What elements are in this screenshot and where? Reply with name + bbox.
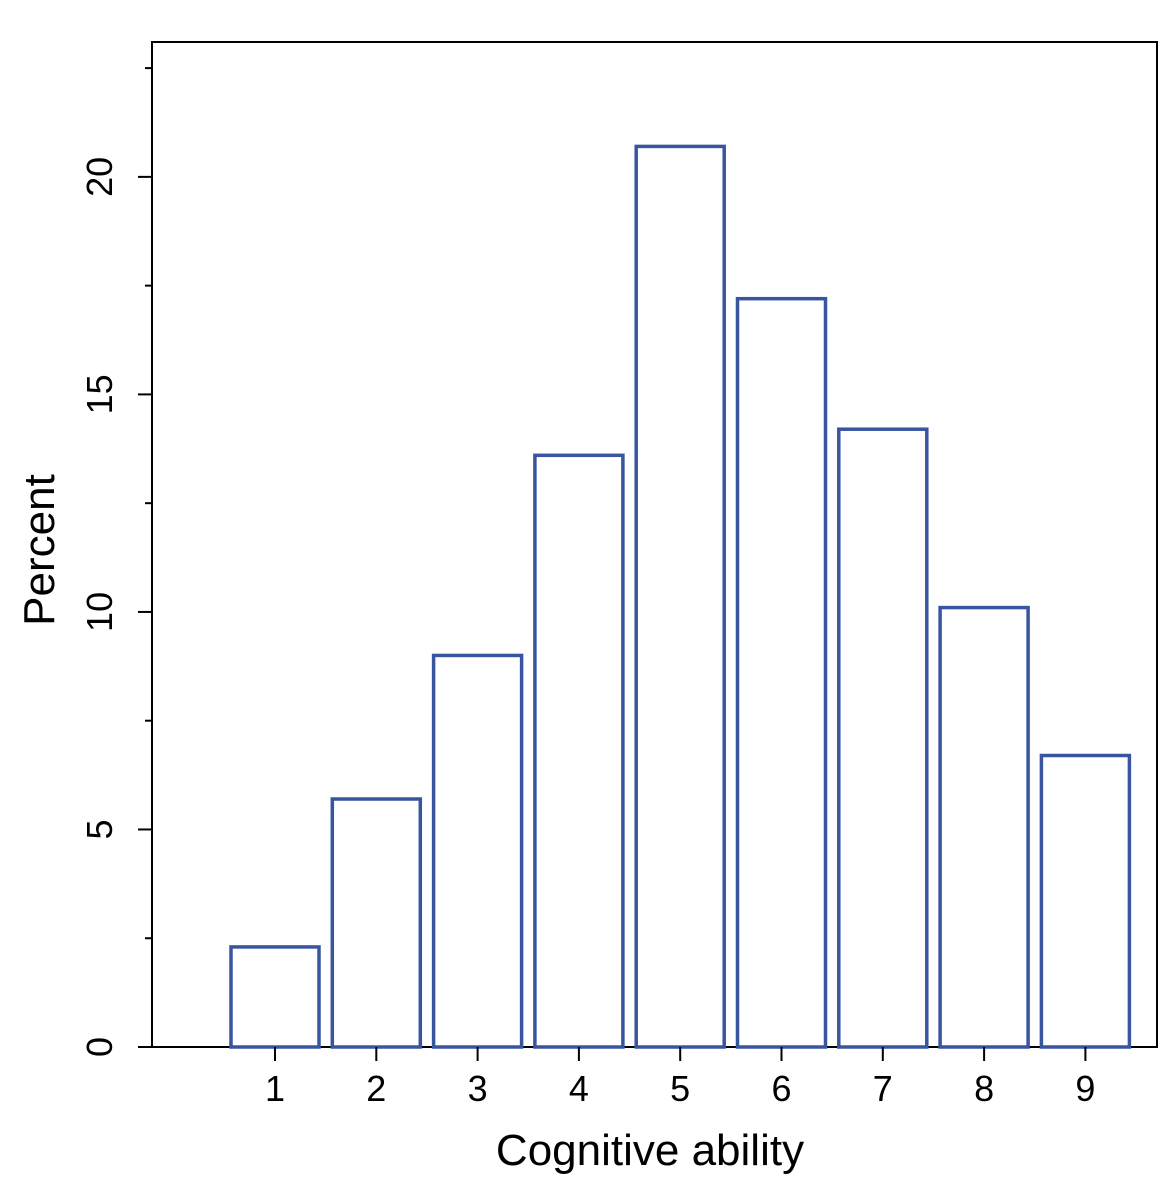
y-tick-label: 5 (79, 819, 120, 839)
y-tick-label: 0 (79, 1037, 120, 1057)
x-tick-label: 5 (670, 1068, 690, 1109)
bar-8 (938, 605, 1030, 1049)
bar-2 (330, 797, 423, 1049)
x-tick-label: 8 (974, 1068, 994, 1109)
y-axis: 0 5 10 15 20 (79, 67, 152, 1057)
x-tick-label: 2 (366, 1068, 386, 1109)
x-tick-label: 3 (468, 1068, 488, 1109)
x-tick-label: 1 (265, 1068, 285, 1109)
bar-7 (837, 427, 929, 1049)
bar-5 (634, 144, 726, 1049)
x-axis-title: Cognitive ability (496, 1126, 804, 1175)
y-tick-label: 20 (79, 157, 120, 197)
x-tick-label: 9 (1075, 1068, 1095, 1109)
x-tick-label: 6 (771, 1068, 791, 1109)
x-tick-label: 4 (569, 1068, 589, 1109)
bar-4 (533, 453, 625, 1049)
bar-6 (735, 296, 828, 1049)
bar-1 (229, 945, 321, 1049)
bars-group (229, 144, 1132, 1049)
x-axis: 1 2 3 4 5 6 7 8 9 (265, 1047, 1095, 1109)
y-axis-title: Percent (15, 474, 64, 626)
x-tick-label: 7 (873, 1068, 893, 1109)
bar-9 (1039, 753, 1132, 1049)
bar-3 (431, 653, 524, 1049)
y-tick-label: 10 (79, 592, 120, 632)
y-tick-label: 15 (79, 374, 120, 414)
